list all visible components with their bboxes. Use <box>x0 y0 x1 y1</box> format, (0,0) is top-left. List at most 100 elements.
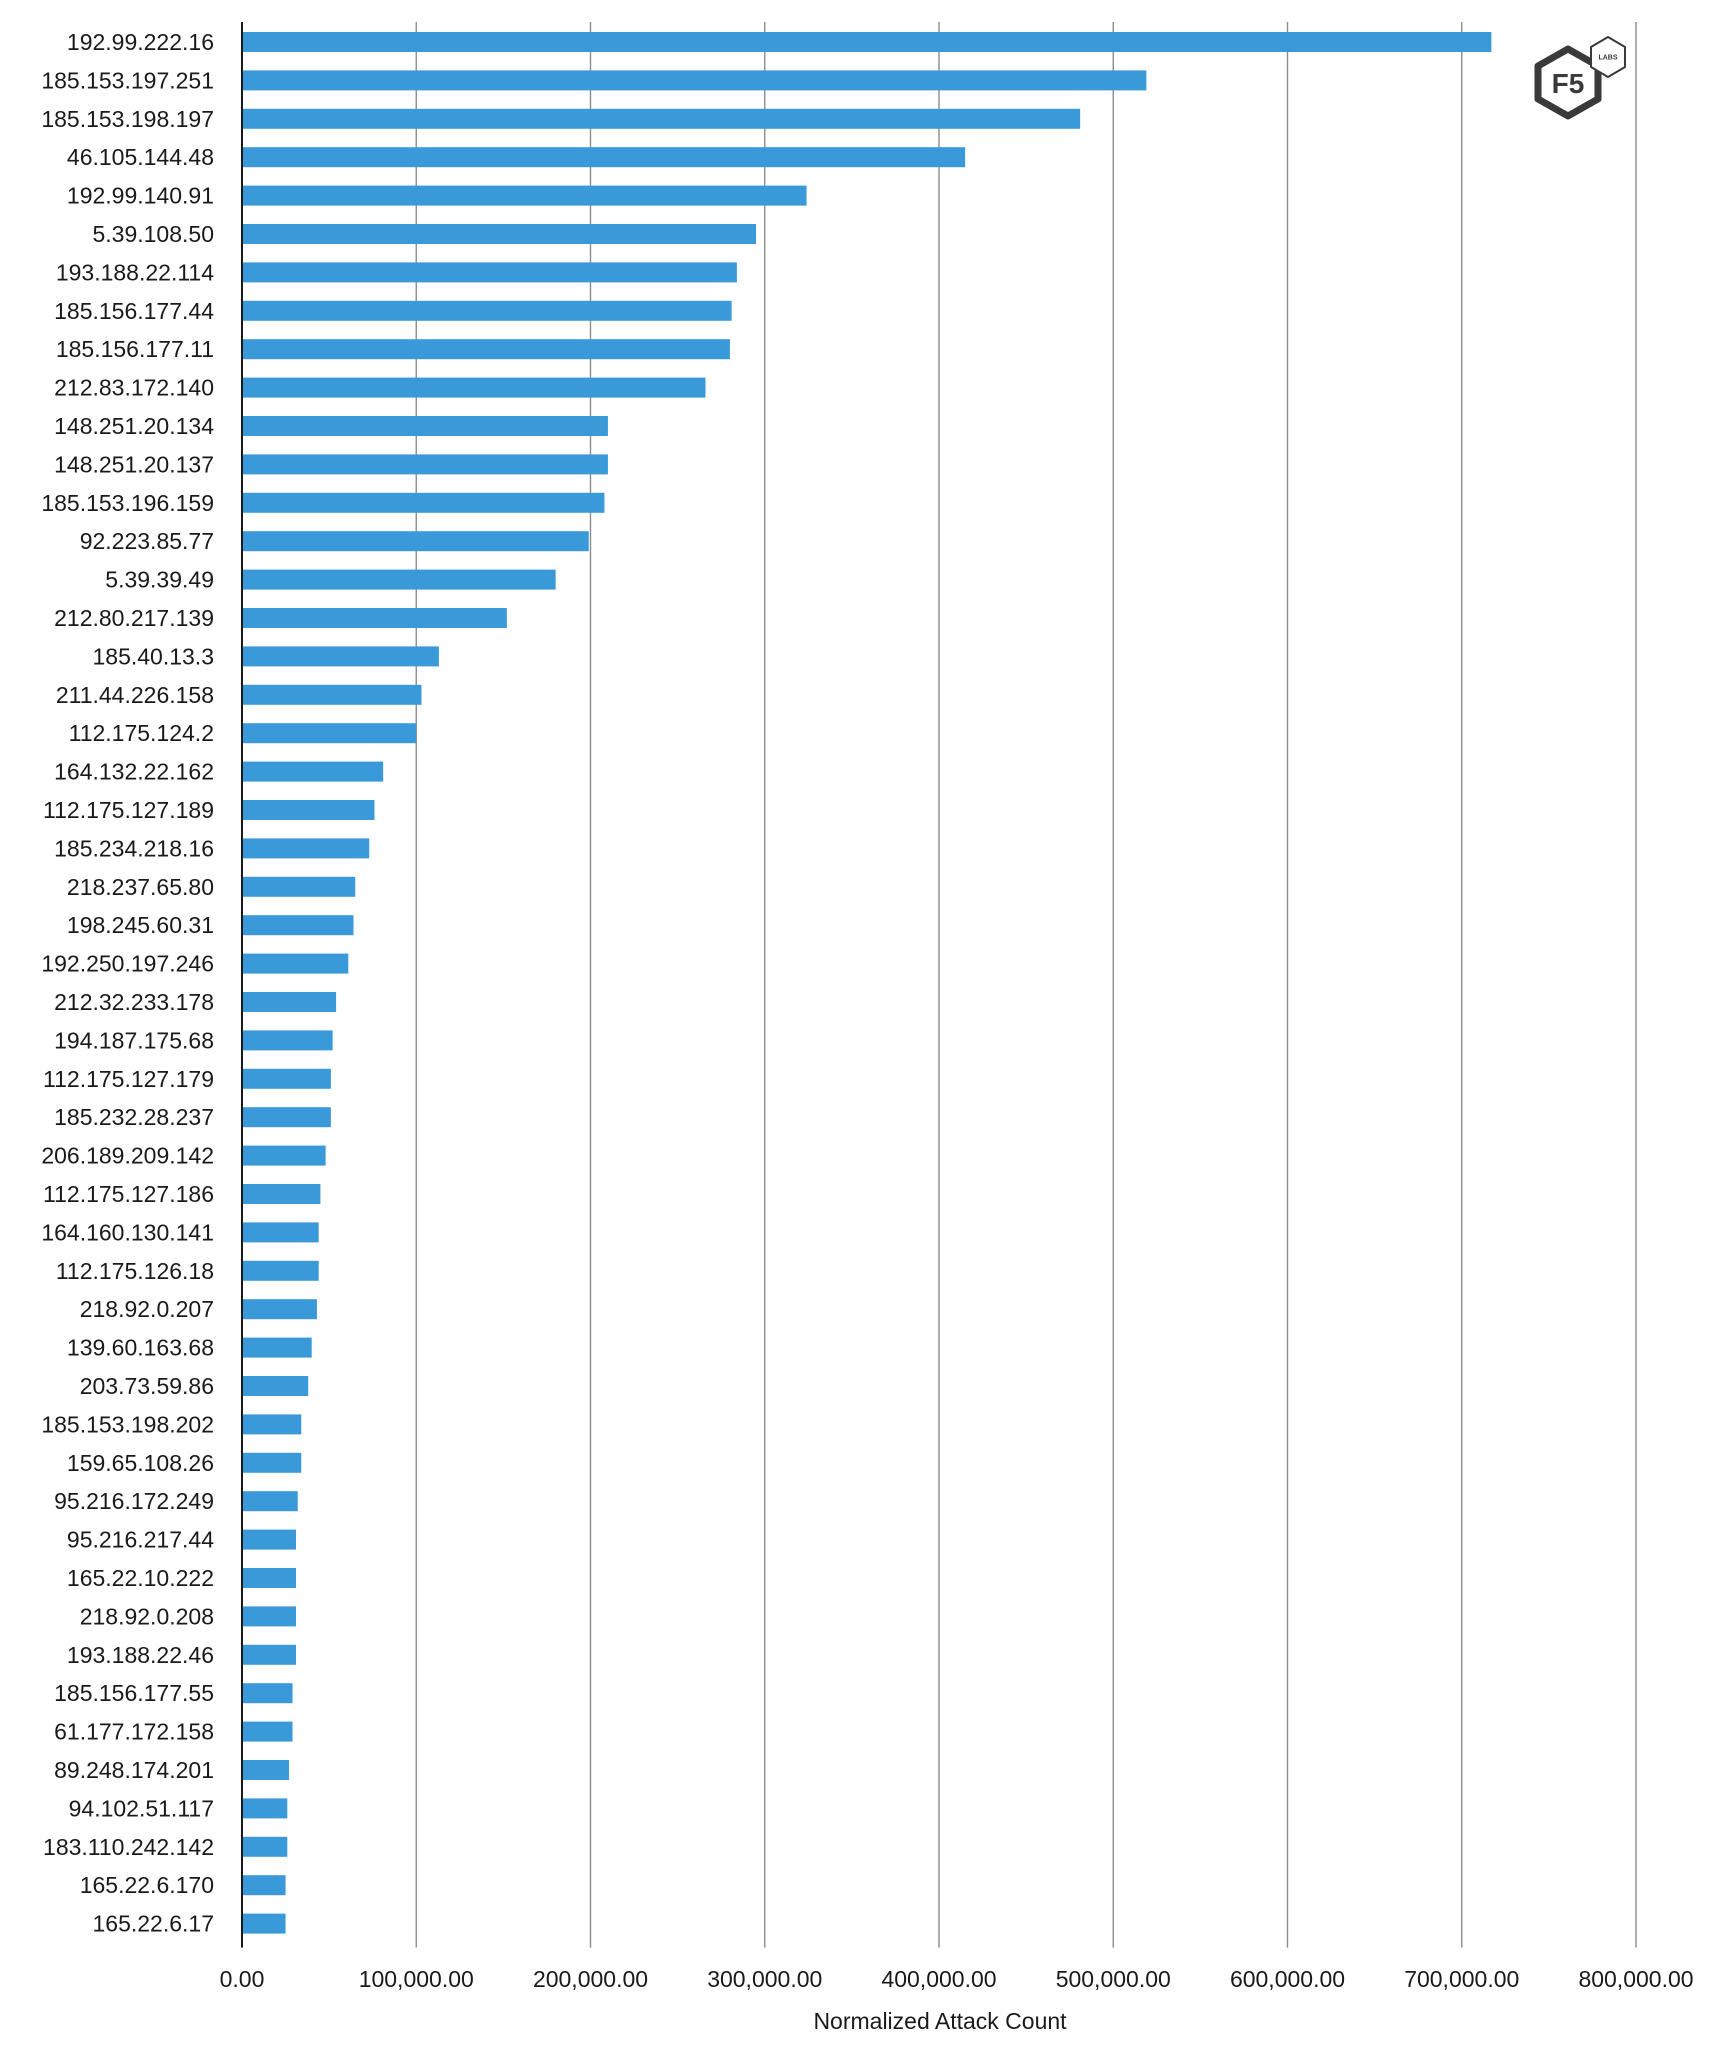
bar <box>243 377 706 398</box>
logo-small-hexagon <box>1590 36 1626 78</box>
bar <box>243 32 1492 52</box>
bar <box>243 1606 297 1627</box>
bar <box>243 1107 331 1128</box>
category-label: 94.102.51.117 <box>69 1795 214 1821</box>
category-label: 5.39.108.50 <box>92 221 214 247</box>
category-label: 148.251.20.137 <box>54 451 214 477</box>
bar <box>243 224 757 244</box>
category-label: 212.80.217.139 <box>54 605 214 631</box>
bar <box>243 876 356 897</box>
category-label: 218.92.0.208 <box>80 1603 214 1629</box>
bar <box>243 800 375 820</box>
category-label: 92.223.85.77 <box>80 528 214 554</box>
category-label: 185.156.177.55 <box>54 1680 214 1706</box>
category-label: 218.92.0.207 <box>80 1296 214 1322</box>
x-tick-label: 100,000.00 <box>359 1966 474 1992</box>
x-tick-labels: 0.00 100,000.00 200,000.00 300,000.00 400,00… <box>220 1966 1694 1992</box>
bar <box>243 1760 290 1780</box>
category-label: 192.99.140.91 <box>67 183 214 209</box>
bar <box>243 761 384 782</box>
bar <box>243 454 608 475</box>
bar <box>243 1683 293 1704</box>
x-tick-label: 800,000.00 <box>1578 1966 1693 1992</box>
bar <box>243 1568 297 1588</box>
bar <box>243 1184 321 1204</box>
bar <box>243 185 807 206</box>
bar <box>243 723 417 744</box>
category-label: 112.175.127.189 <box>43 797 214 823</box>
category-label: 185.153.198.197 <box>41 106 214 132</box>
bar <box>243 531 589 552</box>
category-label: 192.99.222.16 <box>67 29 214 55</box>
category-label: 5.39.39.49 <box>105 567 214 593</box>
category-label: 198.245.60.31 <box>67 912 214 938</box>
category-label: 203.73.59.86 <box>80 1373 214 1399</box>
category-label: 218.237.65.80 <box>67 874 214 900</box>
bar <box>243 915 354 936</box>
category-label: 159.65.108.26 <box>67 1450 214 1476</box>
category-label: 89.248.174.201 <box>54 1757 214 1783</box>
bar <box>243 569 556 590</box>
bar <box>243 1068 331 1089</box>
category-label: 61.177.172.158 <box>54 1719 214 1745</box>
category-label: 46.105.144.48 <box>67 144 214 170</box>
bar <box>243 1030 333 1051</box>
bar <box>243 1376 309 1396</box>
category-label: 185.40.13.3 <box>92 643 214 669</box>
x-tick-label: 700,000.00 <box>1404 1966 1519 1992</box>
logo-main-text: F5 <box>1552 68 1585 99</box>
x-axis-title: Normalized Attack Count <box>813 2008 1067 2034</box>
bar <box>243 1299 317 1320</box>
bar <box>243 1414 302 1435</box>
category-label: 212.32.233.178 <box>54 989 214 1015</box>
bar <box>243 1337 312 1358</box>
bar <box>243 262 737 283</box>
x-tick-label: 0.00 <box>220 1966 265 1992</box>
category-label: 194.187.175.68 <box>54 1027 214 1053</box>
bar <box>243 1491 298 1512</box>
bar <box>243 992 337 1012</box>
bar <box>243 1222 319 1243</box>
category-label: 165.22.6.17 <box>92 1911 214 1937</box>
category-label: 164.160.130.141 <box>41 1219 214 1245</box>
category-label: 211.44.226.158 <box>56 682 214 708</box>
category-label: 185.234.218.16 <box>54 835 214 861</box>
bar <box>243 1529 297 1550</box>
category-label: 164.132.22.162 <box>54 759 214 785</box>
bar <box>243 1798 288 1819</box>
category-label: 193.188.22.46 <box>67 1642 214 1668</box>
category-labels: 192.99.222.16 185.153.197.251 185.153.198.… <box>41 29 214 1937</box>
x-tick-label: 600,000.00 <box>1230 1966 1345 1992</box>
category-label: 193.188.22.114 <box>56 259 214 285</box>
category-label: 165.22.10.222 <box>67 1565 214 1591</box>
category-label: 112.175.127.179 <box>43 1066 214 1092</box>
category-label: 95.216.172.249 <box>54 1488 214 1514</box>
category-label: 95.216.217.44 <box>67 1527 214 1553</box>
bar <box>243 1836 288 1857</box>
bar <box>243 646 439 667</box>
category-label: 139.60.163.68 <box>67 1335 214 1361</box>
category-label: 148.251.20.134 <box>54 413 214 439</box>
bar <box>243 147 966 168</box>
bar <box>243 1644 297 1665</box>
category-label: 112.175.124.2 <box>69 720 214 746</box>
x-tick-label: 300,000.00 <box>707 1966 822 1992</box>
bar <box>243 339 730 360</box>
bar <box>243 108 1081 129</box>
category-label: 185.156.177.44 <box>54 298 214 324</box>
bar <box>243 1260 319 1281</box>
f5-labs-logo: F5 LABS <box>1534 36 1626 120</box>
bar <box>243 684 422 705</box>
bar <box>243 1452 302 1473</box>
bar <box>243 1913 286 1934</box>
category-label: 185.153.198.202 <box>41 1411 214 1437</box>
x-tick-label: 200,000.00 <box>533 1966 648 1992</box>
category-label: 185.232.28.237 <box>54 1104 214 1130</box>
bar <box>243 1721 293 1742</box>
bar <box>243 1875 286 1896</box>
category-label: 192.250.197.246 <box>41 951 214 977</box>
x-tick-label: 500,000.00 <box>1056 1966 1171 1992</box>
category-label: 185.153.196.159 <box>41 490 214 516</box>
